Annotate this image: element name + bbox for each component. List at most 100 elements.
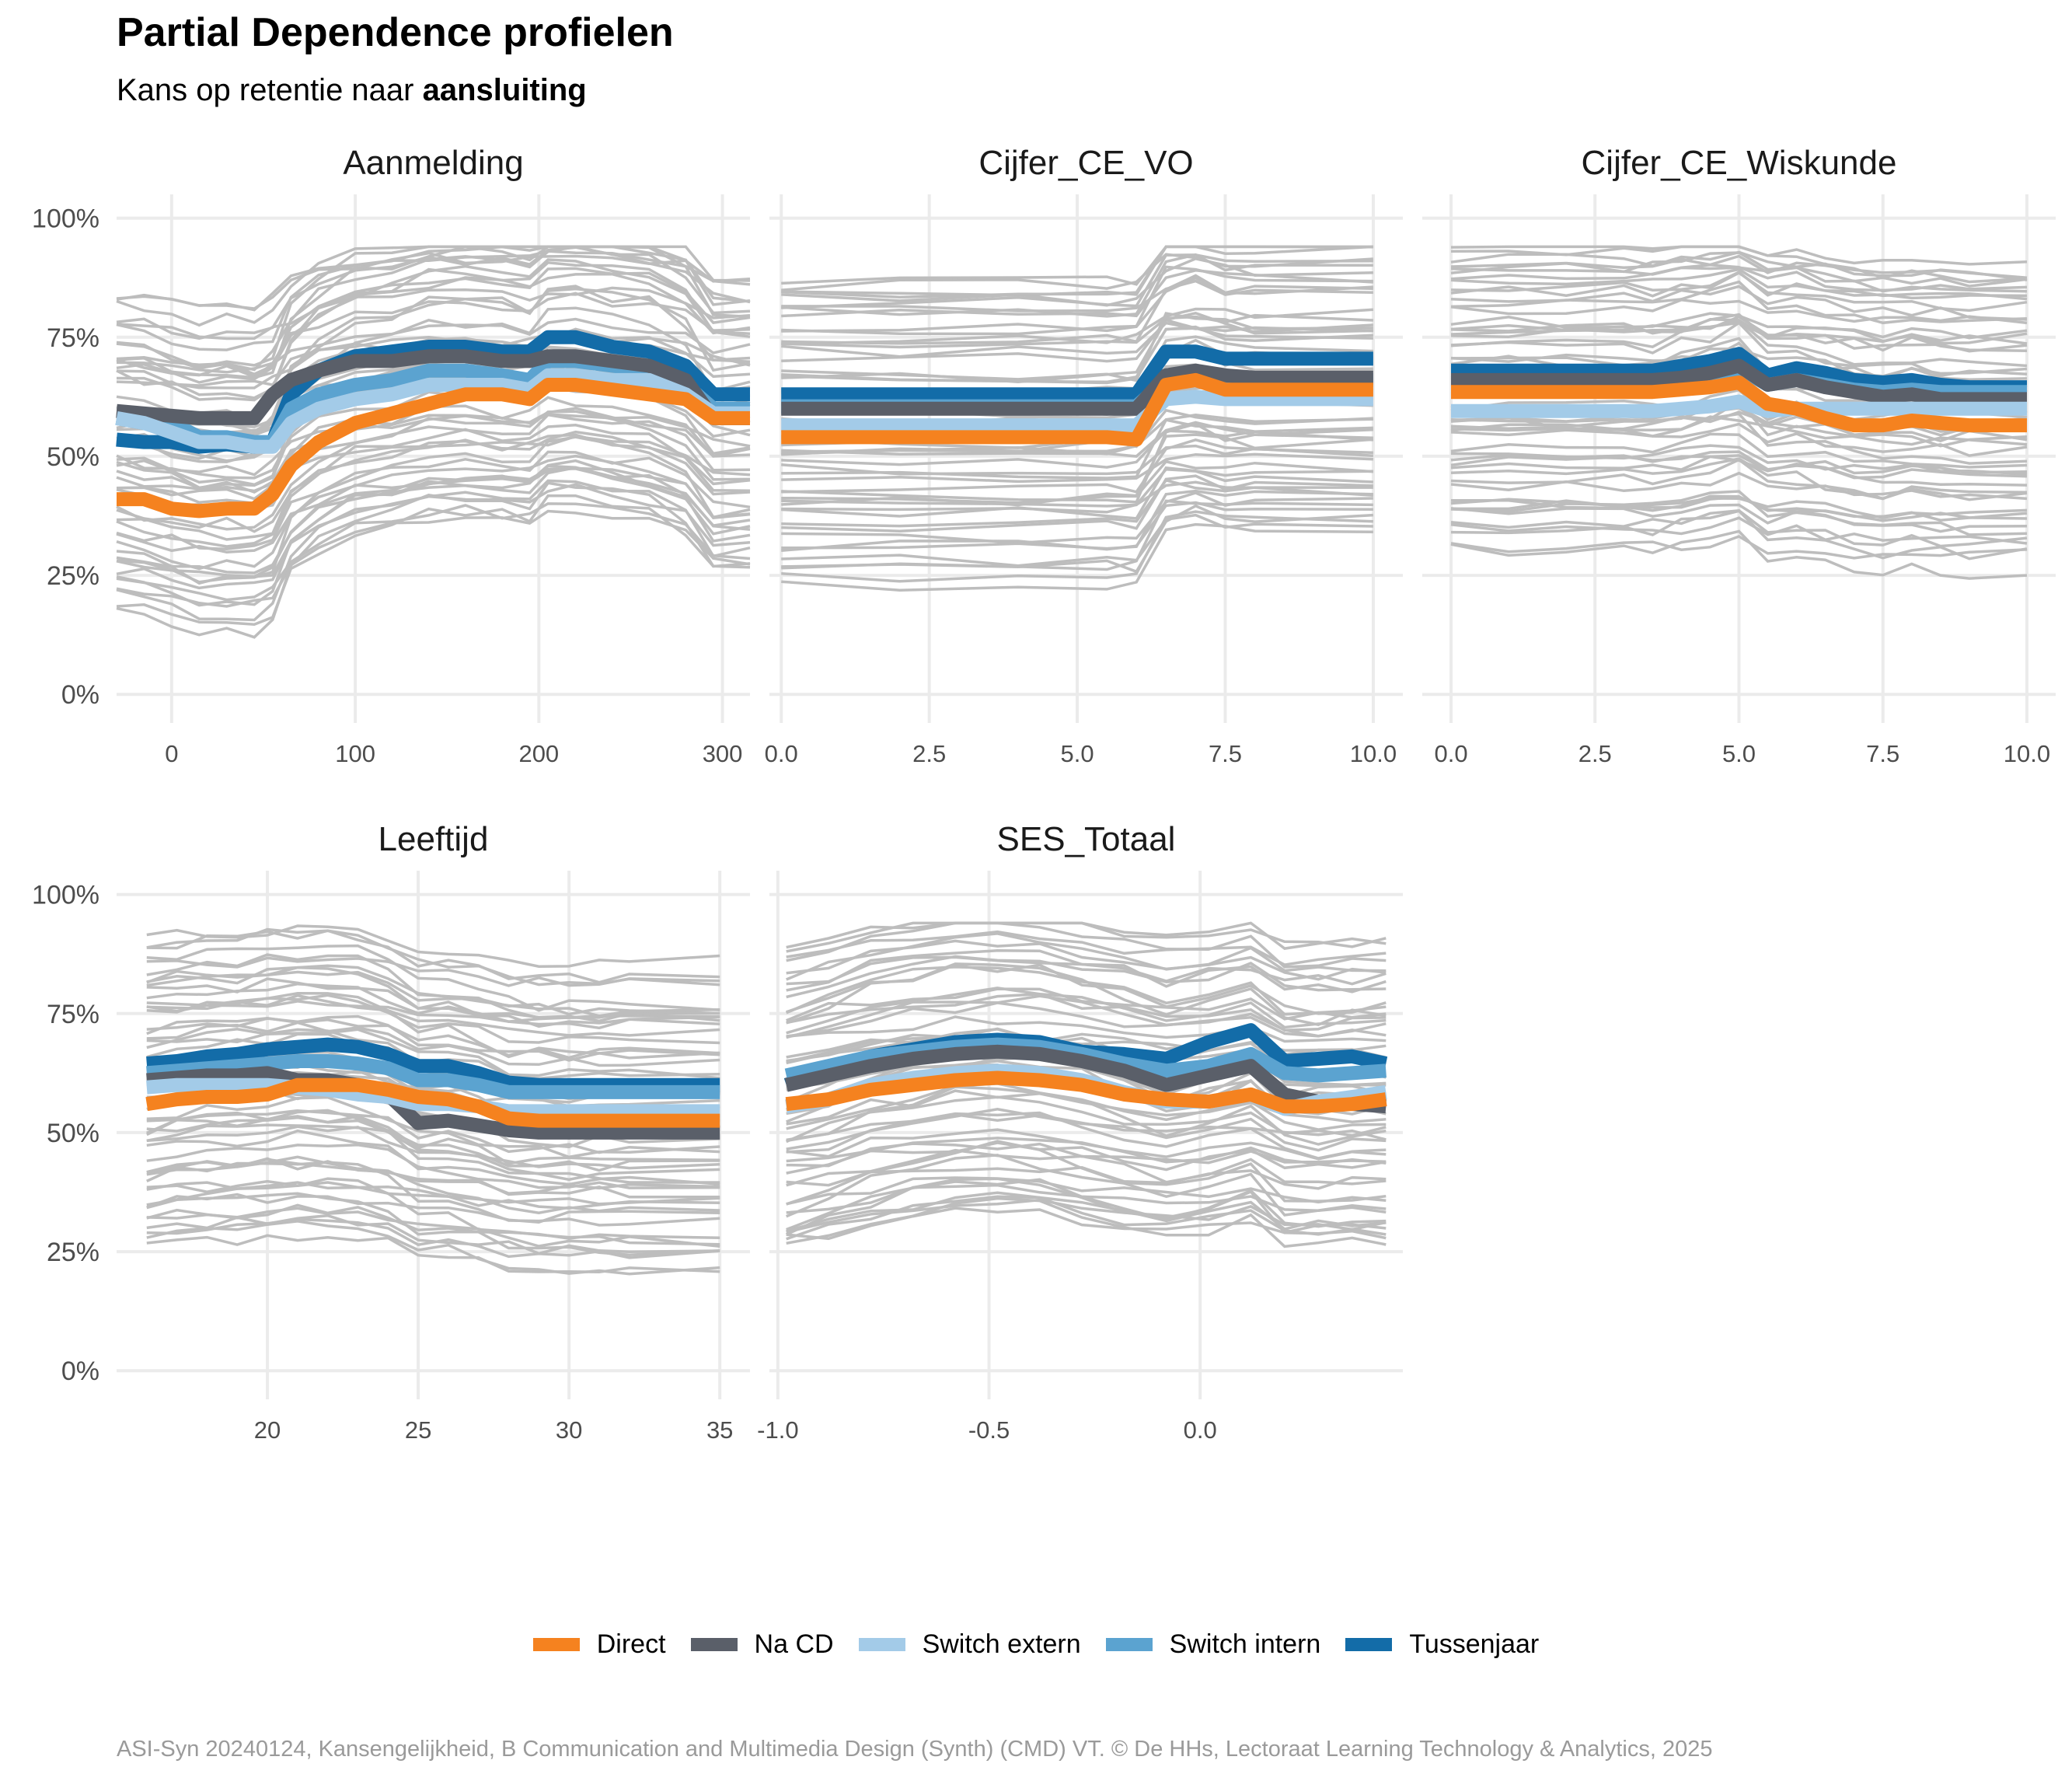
ice-line	[1450, 251, 2028, 293]
legend-label-na-cd: Na CD	[754, 1629, 834, 1659]
ice-line	[116, 435, 751, 584]
ice-line	[146, 956, 720, 987]
x-tick-label: 0	[165, 740, 178, 767]
panel-cijfer-ce-vo: Cijfer_CE_VO 0.0 2.5 5.0 7.5 10.0	[765, 144, 1403, 767]
panel-title: Aanmelding	[343, 144, 523, 182]
ice-line	[786, 1178, 1387, 1231]
x-tick-label: 7.5	[1866, 740, 1899, 767]
y-tick-label: 25%	[47, 561, 99, 591]
ice-line	[116, 272, 751, 384]
ice-line	[781, 433, 1374, 507]
ice-line	[781, 474, 1373, 533]
ice-line	[1450, 535, 2028, 560]
x-tick-label: 0.0	[765, 740, 798, 767]
legend-label-tussenjaar: Tussenjaar	[1409, 1629, 1540, 1659]
legend-key-switch-intern	[1105, 1638, 1153, 1651]
ice-line	[786, 1027, 1387, 1063]
ice-line	[146, 944, 720, 1012]
y-tick-label: 0%	[61, 1357, 99, 1386]
panel-title: SES_Totaal	[997, 820, 1176, 858]
ice-line	[786, 1195, 1387, 1241]
ice-line	[786, 994, 1387, 1039]
ice-line	[116, 245, 751, 327]
x-tick-label: 200	[518, 740, 559, 767]
panel-cijfer-ce-wiskunde: Cijfer_CE_Wiskunde 0.0 2.5 5.0 7.5 10.0	[1422, 144, 2056, 767]
ice-line	[781, 522, 1373, 592]
ice-line	[786, 1128, 1387, 1161]
series-tussenjaar	[146, 1037, 720, 1092]
ice-line	[116, 292, 751, 374]
y-tick-label: 100%	[32, 881, 99, 910]
ice-line	[781, 276, 1373, 333]
panel-ses-totaal: SES_Totaal -1.0 -0.5 0.0	[757, 820, 1403, 1444]
ice-line	[1450, 299, 2028, 325]
ice-line	[1450, 458, 2028, 501]
ice-line	[116, 286, 751, 340]
ice-line	[786, 1166, 1387, 1190]
y-tick-label: 75%	[47, 323, 99, 353]
ice-line	[781, 467, 1373, 508]
ice-line	[786, 966, 1387, 1016]
ice-line	[116, 483, 751, 590]
ice-line	[116, 464, 751, 574]
series-na-cd	[781, 363, 1373, 416]
ice-line	[116, 410, 751, 531]
ice-line	[786, 1113, 1387, 1143]
ice-line	[781, 513, 1373, 567]
ice-line	[781, 253, 1373, 309]
legend-key-na-cd	[690, 1638, 738, 1651]
ice-line	[786, 987, 1387, 1022]
ice-line	[146, 966, 720, 1028]
ice-line	[146, 1095, 720, 1159]
subtitle-prefix: Kans op retentie naar	[117, 73, 423, 107]
ice-line	[781, 327, 1373, 385]
legend-label-switch-extern: Switch extern	[922, 1629, 1081, 1659]
ice-line	[146, 953, 720, 1022]
ice-line	[116, 435, 751, 501]
ice-line	[786, 1085, 1387, 1146]
legend-key-tussenjaar	[1345, 1638, 1393, 1651]
ice-line	[146, 1158, 720, 1199]
ice-line	[146, 1181, 720, 1246]
legend-key-switch-extern	[858, 1638, 905, 1651]
ice-line	[116, 494, 751, 626]
ice-line	[1450, 271, 2028, 313]
y-tick-label: 75%	[47, 1000, 99, 1029]
x-tick-label: 2.5	[1578, 740, 1612, 767]
ice-line	[116, 450, 751, 550]
x-tick-label: 0.0	[1184, 1416, 1217, 1444]
series-na-cd	[146, 1066, 720, 1140]
ice-line	[785, 1095, 1387, 1144]
ice-line	[1450, 407, 2028, 437]
ice-line	[785, 1177, 1387, 1236]
ice-line	[116, 502, 751, 602]
ice-line	[116, 306, 751, 463]
subtitle-bold: aansluiting	[422, 73, 587, 107]
y-tick-label: 50%	[47, 442, 99, 472]
x-tick-label: 10.0	[2004, 740, 2050, 767]
ice-line	[781, 501, 1373, 552]
panel-title: Cijfer_CE_VO	[978, 144, 1193, 182]
legend-item-na-cd: Na CD	[690, 1629, 834, 1660]
ice-line	[1450, 399, 2028, 446]
series-na-cd	[1451, 358, 2027, 407]
ice-line	[786, 1001, 1387, 1038]
ice-line	[786, 1089, 1387, 1126]
panel-title: Leeftijd	[378, 820, 489, 858]
ice-line	[1450, 321, 2028, 345]
ice-line	[1450, 315, 2028, 352]
ice-line	[146, 994, 720, 1045]
x-tick-label: 2.5	[912, 740, 946, 767]
legend-item-direct: Direct	[532, 1629, 666, 1660]
ice-line	[781, 321, 1374, 358]
ice-line	[786, 1015, 1387, 1043]
panel-title: Cijfer_CE_Wiskunde	[1582, 144, 1897, 182]
series-direct	[785, 1070, 1387, 1114]
ice-line	[1450, 471, 2028, 501]
ice-line	[1450, 422, 2028, 457]
ice-line	[781, 245, 1373, 286]
ice-line	[116, 260, 751, 402]
ice-line	[116, 454, 751, 571]
y-tick-label: 100%	[32, 204, 99, 234]
ice-line	[786, 1148, 1387, 1187]
